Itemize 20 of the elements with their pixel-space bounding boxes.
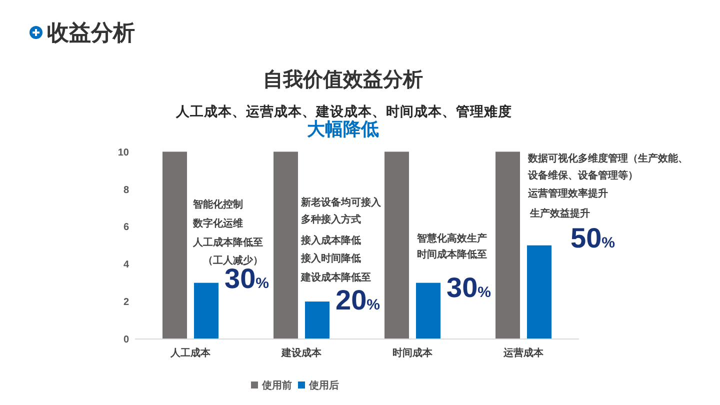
annotation: 20% (336, 284, 380, 316)
annotation: 智能化控制 (193, 200, 243, 211)
annotation: 数字化运维 (193, 218, 243, 230)
annotation: 数据可视化多维度管理（生产效能、设备维保、设备管理等） (528, 154, 688, 182)
annotation: 运营管理效率提升 (528, 188, 608, 200)
annotation: 接入时间降低 (301, 254, 361, 265)
annotation: 生产效益提升 (530, 208, 590, 220)
annotation: 大幅降低 (307, 119, 379, 139)
annotation: 收益分析 (47, 20, 135, 45)
annotation: 建设成本降低至 (301, 272, 371, 284)
title: 自我价值效益分析 (263, 69, 423, 91)
annotation: 人工成本降低至 (193, 238, 263, 249)
subtitle: 人工成本、运营成本、建设成本、时间成本、管理难度 (176, 104, 512, 119)
annotation: 30% (446, 272, 491, 303)
annotation: 50% (570, 222, 615, 254)
annotation: 智慧化高效生产 (417, 234, 487, 245)
annotation: 多种接入方式 (301, 214, 361, 226)
annotation: 时间成本降低至 (417, 250, 487, 261)
annotation: 新老设备均可接入 (301, 197, 381, 208)
annotation: 接入成本降低 (301, 236, 361, 247)
